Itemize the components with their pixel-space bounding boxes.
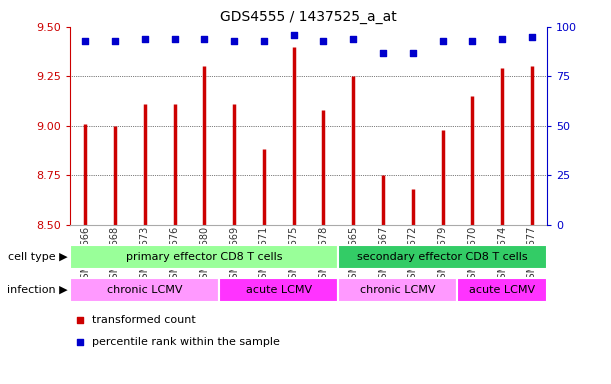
Point — [140, 36, 150, 42]
Text: chronic LCMV: chronic LCMV — [107, 285, 183, 295]
FancyBboxPatch shape — [70, 278, 219, 302]
Point — [259, 38, 269, 44]
Text: acute LCMV: acute LCMV — [469, 285, 535, 295]
Point — [527, 34, 537, 40]
Point — [80, 38, 90, 44]
Title: GDS4555 / 1437525_a_at: GDS4555 / 1437525_a_at — [220, 10, 397, 25]
FancyBboxPatch shape — [338, 278, 458, 302]
Text: primary effector CD8 T cells: primary effector CD8 T cells — [126, 252, 282, 262]
Point — [467, 38, 477, 44]
Point — [378, 50, 388, 56]
Point — [289, 32, 299, 38]
Text: percentile rank within the sample: percentile rank within the sample — [92, 337, 280, 347]
Point — [348, 36, 358, 42]
Text: infection ▶: infection ▶ — [7, 285, 67, 295]
Point — [497, 36, 507, 42]
FancyBboxPatch shape — [70, 245, 338, 270]
Text: secondary effector CD8 T cells: secondary effector CD8 T cells — [357, 252, 528, 262]
Text: chronic LCMV: chronic LCMV — [360, 285, 436, 295]
Point — [437, 38, 447, 44]
Point — [390, 222, 400, 228]
Text: cell type ▶: cell type ▶ — [7, 252, 67, 262]
Point — [170, 36, 180, 42]
Point — [390, 26, 400, 32]
FancyBboxPatch shape — [458, 278, 547, 302]
Text: transformed count: transformed count — [92, 315, 196, 325]
FancyBboxPatch shape — [338, 245, 547, 270]
Point — [318, 38, 328, 44]
Text: acute LCMV: acute LCMV — [246, 285, 312, 295]
Point — [229, 38, 239, 44]
Point — [408, 50, 418, 56]
FancyBboxPatch shape — [219, 278, 338, 302]
Point — [199, 36, 209, 42]
Point — [110, 38, 120, 44]
